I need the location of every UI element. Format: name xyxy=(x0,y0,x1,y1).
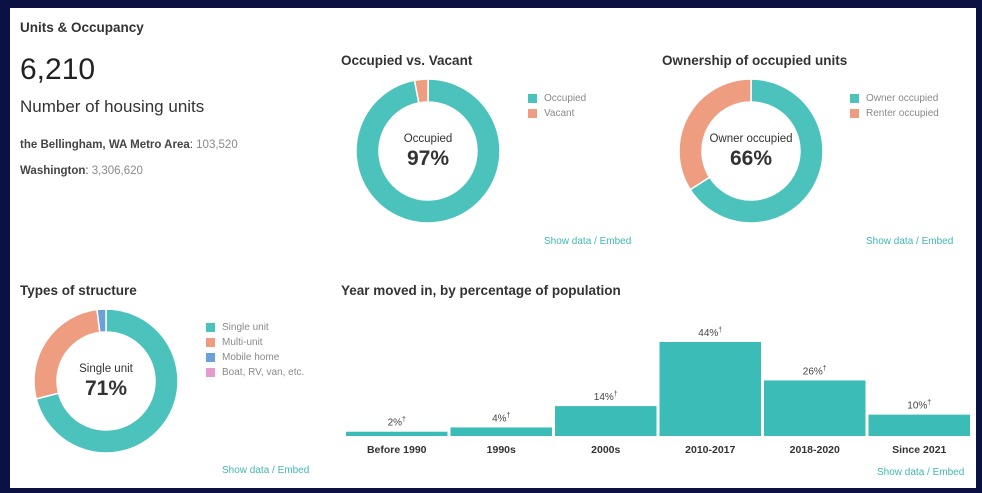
legend-item: Multi-unit xyxy=(206,335,304,350)
center-label-value: 66% xyxy=(729,147,773,170)
legend-swatch xyxy=(206,368,215,377)
show-data-link[interactable]: Show data xyxy=(222,465,270,476)
year-moved-chart-title: Year moved in, by percentage of populati… xyxy=(341,283,621,298)
bar-2018-2020[interactable] xyxy=(764,380,866,436)
bar-2010-2017[interactable] xyxy=(659,342,762,436)
bar-2000s[interactable] xyxy=(555,406,657,436)
comparison-label: the Bellingham, WA Metro Area xyxy=(20,139,190,151)
year-moved-bar-chart: 2%† Before 1990 4%† 1990s 14%† 2000s 44%† 2010-… xyxy=(346,327,971,456)
legend-swatch xyxy=(206,338,215,347)
housing-units-caption: Number of housing units xyxy=(20,97,205,116)
bar-since-2021[interactable] xyxy=(868,414,971,436)
legend-item: Occupied xyxy=(528,91,586,106)
section-title: Units & Occupancy xyxy=(20,20,144,35)
ownership-chart-title: Ownership of occupied units xyxy=(662,53,848,68)
embed-link[interactable]: Embed xyxy=(932,467,965,478)
legend-label: Owner occupied xyxy=(866,93,939,104)
legend-label: Multi-unit xyxy=(222,337,263,348)
ownership-center-label: Owner occupied 66% xyxy=(694,133,808,171)
legend-label: Single unit xyxy=(222,322,269,333)
legend-label: Occupied xyxy=(544,93,587,104)
center-label-text: Single unit xyxy=(79,363,133,375)
legend-swatch xyxy=(206,353,215,362)
legend-swatch xyxy=(206,323,215,332)
donut-slice-renter-occupied[interactable] xyxy=(678,78,752,191)
x-tick-label: Before 1990 xyxy=(367,444,427,456)
structure-links: Show data / Embed xyxy=(222,465,309,476)
occupancy-legend: Occupied Vacant xyxy=(528,91,586,121)
legend-item: Mobile home xyxy=(206,350,304,365)
donut-slice-vacant[interactable] xyxy=(413,78,429,104)
ownership-donut-chart xyxy=(678,78,824,224)
structure-chart-title: Types of structure xyxy=(20,283,137,298)
legend-label: Renter occupied xyxy=(866,108,939,119)
bar-data-label: 44%† xyxy=(698,327,722,339)
units-occupancy-panel: Units & Occupancy 6,210 Number of housin… xyxy=(10,8,976,488)
comparison-label: Washington xyxy=(20,165,86,177)
donut-slice-occupied[interactable] xyxy=(355,78,501,224)
center-label-value: 71% xyxy=(84,377,128,400)
bar-1990s[interactable] xyxy=(450,427,553,436)
embed-link[interactable]: Embed xyxy=(277,465,310,476)
occupancy-center-label: Occupied 97% xyxy=(378,133,478,171)
comparison-value: 103,520 xyxy=(196,139,238,151)
show-data-link[interactable]: Show data xyxy=(866,236,914,247)
legend-swatch xyxy=(850,109,859,118)
structure-center-label: Single unit 71% xyxy=(56,363,156,401)
center-label-value: 97% xyxy=(406,147,450,170)
bar-before-1990[interactable] xyxy=(346,431,448,436)
embed-link[interactable]: Embed xyxy=(599,236,632,247)
legend-item: Vacant xyxy=(528,106,586,121)
legend-label: Vacant xyxy=(544,108,575,119)
legend-swatch xyxy=(528,94,537,103)
ownership-links: Show data / Embed xyxy=(866,236,953,247)
structure-legend: Single unit Multi-unit Mobile home Boat,… xyxy=(206,320,304,380)
embed-link[interactable]: Embed xyxy=(921,236,954,247)
legend-item: Single unit xyxy=(206,320,304,335)
legend-item: Boat, RV, van, etc. xyxy=(206,365,304,380)
bar-data-label: 2%† xyxy=(388,417,406,429)
donut-slice-mobile-home[interactable] xyxy=(96,308,107,334)
comparison-value: 3,306,620 xyxy=(91,165,143,177)
show-data-link[interactable]: Show data xyxy=(877,467,925,478)
occupancy-chart-title: Occupied vs. Vacant xyxy=(341,53,473,68)
legend-label: Mobile home xyxy=(222,352,280,363)
legend-item: Renter occupied xyxy=(850,106,939,121)
legend-swatch xyxy=(850,94,859,103)
ownership-legend: Owner occupied Renter occupied xyxy=(850,91,939,121)
link-separator: / xyxy=(913,236,922,247)
center-label-text: Occupied xyxy=(403,133,453,145)
donut-slice-owner-occupied[interactable] xyxy=(689,78,824,224)
x-tick-label: Since 2021 xyxy=(892,444,946,456)
comparison-state: Washington: 3,306,620 xyxy=(20,165,143,177)
legend-item: Owner occupied xyxy=(850,91,939,106)
legend-swatch xyxy=(528,109,537,118)
x-tick-label: 2000s xyxy=(591,444,620,456)
occupancy-links: Show data / Embed xyxy=(544,236,631,247)
occupancy-donut-chart xyxy=(355,78,501,224)
link-separator: / xyxy=(924,467,933,478)
show-data-link[interactable]: Show data xyxy=(544,236,592,247)
link-separator: / xyxy=(591,236,600,247)
bar-data-label: 4%† xyxy=(492,412,510,424)
bar-data-label: 14%† xyxy=(594,391,618,403)
comparison-metro: the Bellingham, WA Metro Area: 103,520 xyxy=(20,139,238,151)
link-separator: / xyxy=(269,465,278,476)
bar-data-label: 26%† xyxy=(803,365,827,377)
donut-slice-single-unit[interactable] xyxy=(35,308,179,454)
housing-units-value: 6,210 xyxy=(20,53,96,86)
structure-donut-chart xyxy=(33,308,179,454)
center-label-text: Owner occupied xyxy=(709,133,793,145)
x-tick-label: 2010-2017 xyxy=(685,444,735,456)
bar-data-label: 10%† xyxy=(907,400,931,412)
legend-label: Boat, RV, van, etc. xyxy=(222,367,305,378)
x-tick-label: 1990s xyxy=(487,444,516,456)
x-tick-label: 2018-2020 xyxy=(790,444,840,456)
year-moved-links: Show data / Embed xyxy=(877,467,964,478)
